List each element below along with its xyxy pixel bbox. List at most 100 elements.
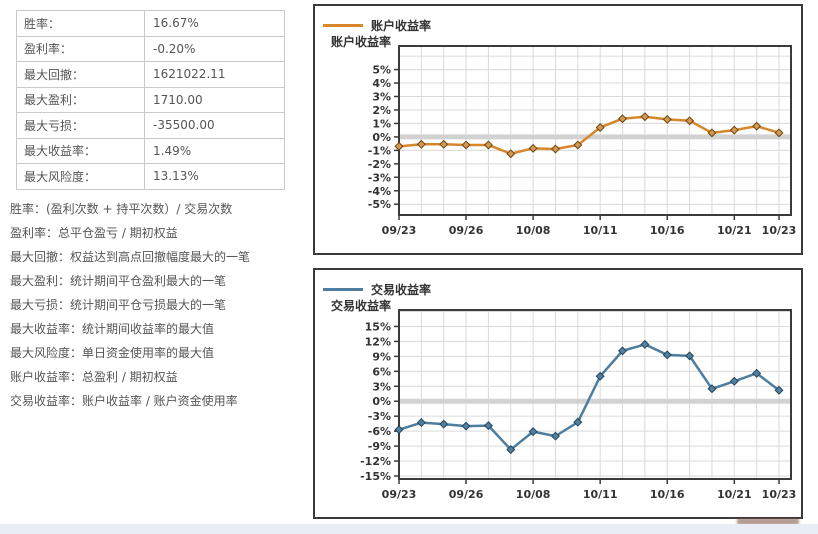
data-point bbox=[707, 128, 717, 138]
data-point bbox=[774, 385, 784, 395]
definition-line: 账户收益率：总盈利 / 期初权益 bbox=[10, 370, 178, 384]
data-point bbox=[573, 417, 583, 427]
data-point bbox=[573, 140, 583, 150]
data-point bbox=[618, 346, 628, 356]
data-point bbox=[550, 144, 560, 154]
stat-label: 最大亏损： bbox=[16, 112, 145, 139]
x-tick-label: 10/16 bbox=[650, 224, 685, 237]
definition-line: 最大亏损：统计期间平仓亏损最大的一笔 bbox=[10, 298, 227, 312]
stat-label: 最大回撤： bbox=[16, 61, 145, 88]
data-point bbox=[729, 376, 739, 386]
legend-line-swatch bbox=[323, 24, 363, 27]
chart-legend: 交易收益率 bbox=[323, 281, 431, 298]
y-tick-label: -2% bbox=[368, 158, 391, 171]
x-tick-label: 10/21 bbox=[717, 488, 752, 501]
plot-border bbox=[398, 45, 792, 216]
stat-row-max-drawdown: 最大回撤： 1621022.11 bbox=[16, 61, 285, 88]
x-tick-label: 09/26 bbox=[449, 224, 484, 237]
data-point bbox=[729, 125, 739, 135]
stat-value: -35500.00 bbox=[144, 112, 285, 139]
definition-line: 最大收益率：统计期间收益率的最大值 bbox=[10, 322, 215, 336]
stats-table: 胜率： 16.67% 盈利率： -0.20% 最大回撤： 1621022.11 … bbox=[16, 10, 285, 190]
account-return-chart-panel: 账户收益率 账户收益率 5% 4% 3% 2% 1% 0% -1% -2% -3% -4% -5% 0… bbox=[313, 4, 803, 255]
y-tick-label: -4% bbox=[368, 185, 391, 198]
chart-title: 账户收益率 bbox=[331, 35, 392, 49]
x-tick-label: 10/16 bbox=[650, 488, 685, 501]
data-point bbox=[394, 141, 404, 151]
stat-row-max-return-rate: 最大收益率： 1.49% bbox=[16, 137, 285, 164]
data-point bbox=[461, 140, 471, 150]
definition-line: 最大回撤：权益达到高点回撤幅度最大的一笔 bbox=[10, 250, 251, 264]
data-point bbox=[416, 418, 426, 428]
data-point bbox=[640, 112, 650, 122]
y-tick-label: 5% bbox=[372, 64, 391, 77]
metric-definitions: 胜率：(盈利次数 + 持平次数）/ 交易次数 盈利率：总平仓盈亏 / 期初权益 … bbox=[10, 197, 250, 413]
stat-row-max-profit: 最大盈利： 1710.00 bbox=[16, 86, 285, 113]
data-point bbox=[461, 421, 471, 431]
data-point bbox=[685, 116, 695, 126]
x-tick-label: 10/11 bbox=[583, 488, 618, 501]
y-tick-label: -1% bbox=[368, 144, 391, 157]
stat-row-win-rate: 胜率： 16.67% bbox=[16, 10, 285, 37]
definition-line: 最大盈利：统计期间平仓盈利最大的一笔 bbox=[10, 274, 227, 288]
x-tick-label: 10/08 bbox=[516, 224, 551, 237]
y-tick-label: -12% bbox=[360, 455, 391, 468]
stat-row-max-loss: 最大亏损： -35500.00 bbox=[16, 112, 285, 139]
data-point bbox=[595, 371, 605, 381]
y-tick-label: 12% bbox=[365, 335, 391, 348]
data-point bbox=[618, 114, 628, 124]
x-tick-label: 10/21 bbox=[717, 224, 752, 237]
stat-value: 1710.00 bbox=[144, 86, 285, 113]
stat-label: 胜率： bbox=[16, 10, 145, 37]
y-tick-label: 6% bbox=[372, 365, 391, 378]
footer-bar bbox=[0, 524, 818, 534]
definition-line: 盈利率：总平仓盈亏 / 期初权益 bbox=[10, 226, 178, 240]
y-tick-label: -15% bbox=[360, 470, 391, 483]
x-tick-label: 10/23 bbox=[762, 488, 797, 501]
data-point bbox=[506, 149, 516, 159]
y-tick-label: 4% bbox=[372, 77, 391, 90]
data-point bbox=[662, 114, 672, 124]
data-point bbox=[640, 339, 650, 349]
stat-row-max-risk: 最大风险度： 13.13% bbox=[16, 163, 285, 190]
data-point bbox=[662, 350, 672, 360]
y-tick-label: -5% bbox=[368, 198, 391, 211]
x-tick-label: 09/26 bbox=[449, 488, 484, 501]
chart-title: 交易收益率 bbox=[331, 299, 392, 313]
data-point bbox=[550, 431, 560, 441]
plot-area bbox=[399, 310, 791, 479]
data-point bbox=[416, 139, 426, 149]
data-point bbox=[439, 419, 449, 429]
stat-label: 最大收益率： bbox=[16, 137, 145, 164]
stat-value: 13.13% bbox=[144, 163, 285, 190]
data-point bbox=[483, 421, 493, 431]
trade-return-line-chart: 15% 12% 9% 6% 3% 0% -3% -6% -9% -12% -15% 09/23 09/2… bbox=[360, 309, 797, 501]
data-point bbox=[752, 121, 762, 131]
watermark-smudge bbox=[737, 518, 799, 525]
stat-label: 最大盈利： bbox=[16, 86, 145, 113]
y-tick-label: 9% bbox=[372, 350, 391, 363]
stat-label: 最大风险度： bbox=[16, 163, 145, 190]
legend-label: 账户收益率 bbox=[371, 19, 432, 33]
x-tick-label: 09/23 bbox=[382, 224, 417, 237]
legend-line-swatch bbox=[323, 288, 363, 291]
data-point bbox=[506, 445, 516, 455]
stat-value: 1621022.11 bbox=[144, 61, 285, 88]
stat-row-profit-rate: 盈利率： -0.20% bbox=[16, 35, 285, 62]
stat-value: 16.67% bbox=[144, 10, 285, 37]
data-point bbox=[483, 140, 493, 150]
legend-label: 交易收益率 bbox=[371, 283, 432, 297]
y-tick-label: 1% bbox=[372, 117, 391, 130]
data-point bbox=[595, 122, 605, 132]
definition-line: 胜率：(盈利次数 + 持平次数）/ 交易次数 bbox=[10, 202, 233, 216]
data-point bbox=[685, 351, 695, 361]
y-tick-label: 3% bbox=[372, 90, 391, 103]
account-return-line-chart: 5%4%3%2%1%0%-1%-2%-3%-4%-5% 09/23 09/26 10/… bbox=[368, 45, 797, 237]
y-tick-label: -3% bbox=[368, 410, 391, 423]
chart-legend: 账户收益率 bbox=[323, 17, 431, 34]
x-tick-label: 10/08 bbox=[516, 488, 551, 501]
y-tick-label: 0% bbox=[372, 395, 391, 408]
x-tick-label: 10/23 bbox=[762, 224, 797, 237]
data-point bbox=[707, 384, 717, 394]
